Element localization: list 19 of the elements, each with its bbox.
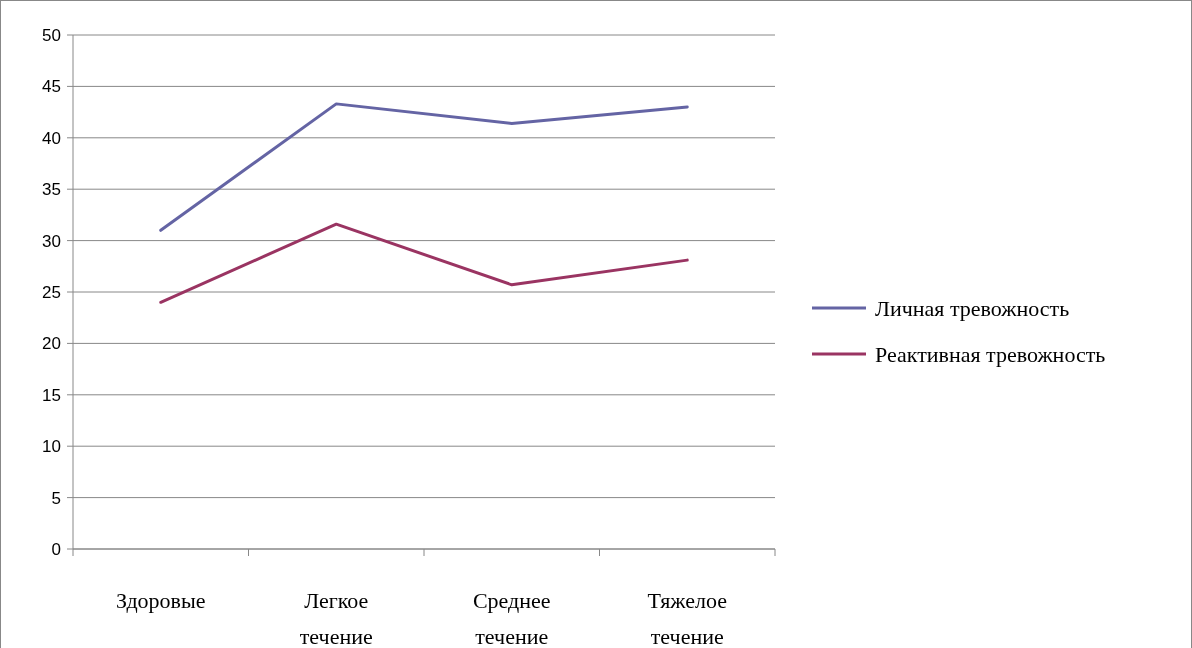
y-tick-label: 30 [42,231,61,251]
legend-label: Реактивная тревожность [875,341,1106,367]
y-tick-label: 35 [42,180,61,200]
y-tick-label: 40 [42,128,61,148]
y-tick-label: 20 [42,334,61,354]
line-series [159,222,689,304]
x-tick-label: Здоровые [115,588,206,613]
x-tick-label: Легкое течение [299,588,373,648]
x-tick-label: Тяжелое течение [647,588,727,648]
y-tick-label: 50 [42,25,61,45]
y-tick-label: 10 [42,437,61,457]
y-tick-label: 5 [51,488,61,508]
y-tick-label: 15 [42,385,61,405]
x-tick-label: Среднее течение [472,588,551,648]
y-tick-label: 25 [42,282,61,302]
y-tick-label: 45 [42,77,61,97]
line-series [159,102,689,232]
y-tick-label: 0 [51,539,61,559]
legend-label: Личная тревожность [875,295,1070,321]
